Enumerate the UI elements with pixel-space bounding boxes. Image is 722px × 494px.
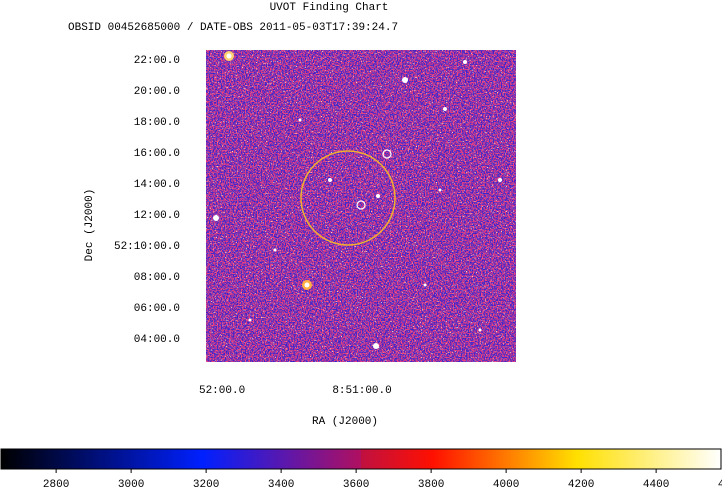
image-noise: [206, 50, 516, 362]
colorbar-tick-label: 4200: [568, 479, 594, 489]
y-tick-label: 06:00.0: [134, 303, 180, 315]
colorbar-tick-label: 3800: [418, 479, 444, 489]
error-circle: [300, 150, 396, 246]
y-tick-label: 12:00.0: [134, 210, 180, 222]
y-tick-label: 04:00.0: [134, 334, 180, 346]
x-axis-label: RA (J2000): [312, 416, 378, 428]
source-marker: [356, 200, 366, 210]
colorbar-tick-label: 3600: [343, 479, 369, 489]
y-tick-label: 08:00.0: [134, 272, 180, 284]
colorbar-tick-label: 3200: [193, 479, 219, 489]
y-tick-label: 22:00.0: [134, 55, 180, 67]
colorbar-tick-label: 3000: [118, 479, 144, 489]
colorbar-tick-label: 3400: [268, 479, 294, 489]
y-tick-label: 18:00.0: [134, 117, 180, 129]
stars: [213, 51, 502, 349]
colorbar: [0, 448, 722, 470]
y-tick-label: 52:10:00.0: [114, 241, 180, 253]
chart-subtitle: OBSID 00452685000 / DATE-OBS 2011-05-03T…: [68, 22, 398, 34]
colorbar-tick-label: 4000: [493, 479, 519, 489]
colorbar-tick-label: 4400: [643, 479, 669, 489]
source-marker: [382, 149, 392, 159]
y-tick-label: 16:00.0: [134, 148, 180, 160]
x-tick-label: 52:00.0: [199, 385, 245, 397]
chart-title: UVOT Finding Chart: [270, 2, 389, 14]
y-axis-label: Dec (J2000): [84, 189, 96, 262]
colorbar-tick-label: 4600: [718, 479, 722, 489]
sky-image: [206, 50, 516, 362]
x-tick-label: 8:51:00.0: [332, 385, 391, 397]
colorbar-tick-label: 2800: [43, 479, 69, 489]
y-tick-label: 14:00.0: [134, 179, 180, 191]
y-tick-label: 20:00.0: [134, 86, 180, 98]
